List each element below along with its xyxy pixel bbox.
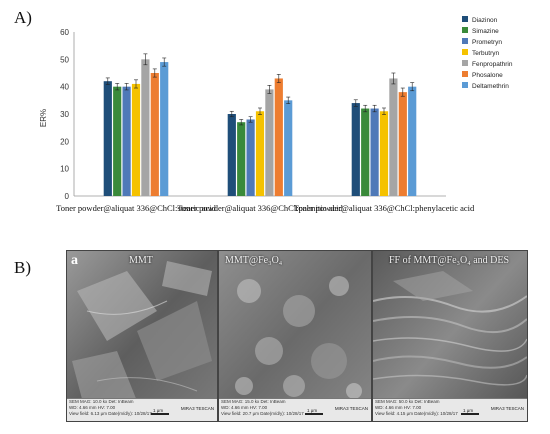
sem-title-mmt-fe3o4: MMT@Fe₃O₄	[225, 255, 283, 266]
sem-info-bar: SEM MAG: 50.0 kx Det: InBeam WD: 4.66 mm…	[373, 398, 527, 421]
sem-info-line: View field: 4.15 μm Date(m/d/y): 10/28/1…	[375, 411, 458, 416]
sem-image-mmt-fe3o4: MMT@Fe₃O₄ SEM MAG: 15.0 kx Det: InBeam W…	[218, 250, 372, 422]
scale-bar	[151, 413, 169, 415]
sem-info-bar: SEM MAG: 15.0 kx Det: InBeam WD: 4.66 mm…	[219, 398, 371, 421]
x-category-label: Toner powder@aliquat 336@ChCl:phenylacet…	[294, 203, 475, 213]
y-tick-label: 40	[60, 83, 69, 92]
y-tick-label: 60	[60, 28, 69, 37]
scale-label: 1 μm	[463, 408, 474, 413]
legend-label: Terbutryn	[472, 50, 499, 57]
x-category-label: Toner powder@aliquat 336@ChCl:stearic ac…	[56, 203, 217, 213]
legend-label: Phosalone	[472, 72, 503, 79]
legend-label: Prometryn	[472, 39, 502, 46]
legend-swatch	[462, 27, 468, 33]
panel-b-label: B)	[14, 258, 31, 277]
legend-swatch	[462, 60, 468, 66]
legend-swatch	[462, 71, 468, 77]
bar	[389, 78, 398, 196]
sem-texture-2	[219, 251, 371, 421]
bar	[237, 122, 246, 196]
bar	[284, 100, 293, 196]
legend-swatch	[462, 38, 468, 44]
bar	[265, 89, 274, 196]
bar	[103, 81, 112, 196]
x-category-label: Toner powder@aliquat 336@ChCl:palmitic a…	[177, 203, 343, 213]
bar	[141, 59, 150, 197]
sem-info-line: SEM MAG: 50.0 kx Det: InBeam	[375, 399, 440, 404]
sem-image-mmt: a MMT SEM MAG: 10.0 kx Det: InBeam WD: 4…	[66, 250, 218, 422]
sem-info-line: WD: 4.66 mm HV: 7.00	[69, 405, 116, 410]
bar	[246, 119, 255, 196]
sem-info-line: View field: 6.13 μm Date(m/d/y): 10/28/1…	[69, 411, 152, 416]
sem-info-bar: SEM MAG: 10.0 kx Det: InBeam WD: 4.66 mm…	[67, 398, 217, 421]
legend: Diazinon Simazine Prometryn Terbutryn Fenpro…	[462, 16, 513, 90]
bar	[160, 62, 169, 196]
bar	[398, 92, 407, 196]
instrument-logo: MIRA3 TESCAN	[334, 406, 368, 411]
sem-title-ff: FF of MMT@Fe₃O₄ and DES	[389, 255, 510, 266]
instrument-logo: MIRA3 TESCAN	[180, 406, 214, 411]
sem-info-line: View field: 20.7 μm Date(m/d/y): 10/28/1…	[221, 411, 304, 416]
bar	[150, 73, 159, 196]
y-axis-label: ER%	[39, 109, 48, 127]
legend-label: Simazine	[472, 28, 499, 35]
sem-info-line: WD: 4.66 mm HV: 7.00	[375, 405, 422, 410]
instrument-logo: MIRA3 TESCAN	[490, 406, 524, 411]
scale-label: 1 μm	[153, 408, 164, 413]
y-tick-label: 20	[60, 137, 69, 146]
bar	[255, 111, 265, 196]
sem-image-ff: FF of MMT@Fe₃O₄ and DES SEM MAG: 50.0 kx…	[372, 250, 528, 422]
sem-texture-1	[67, 251, 217, 421]
legend-swatch	[462, 82, 468, 88]
bar	[408, 86, 417, 196]
bar	[351, 103, 360, 196]
bar	[361, 108, 370, 196]
sem-info-line: SEM MAG: 10.0 kx Det: InBeam	[69, 399, 134, 404]
sem-info-line: WD: 4.66 mm HV: 7.00	[221, 405, 268, 410]
bar	[122, 86, 131, 196]
legend-swatch	[462, 16, 468, 22]
y-tick-label: 30	[60, 110, 69, 119]
sem-title-mmt: MMT	[129, 255, 153, 266]
bar	[131, 83, 141, 196]
bar	[113, 86, 122, 196]
scale-label: 1 μm	[307, 408, 318, 413]
scale-bar	[461, 413, 479, 415]
sem-letter: a	[71, 253, 78, 268]
bar	[370, 108, 379, 196]
bar	[379, 111, 389, 196]
panel-a-label: A)	[14, 8, 32, 27]
sem-texture-3	[373, 251, 527, 421]
bar	[274, 78, 283, 196]
bar-chart: ER% 0 10 20 30 40 50 60 Toner powder@aliquat 33…	[39, 16, 513, 213]
y-tick-label: 10	[60, 165, 69, 174]
y-tick-label: 50	[60, 55, 69, 64]
sem-info-line: SEM MAG: 15.0 kx Det: InBeam	[221, 399, 286, 404]
bars-group	[103, 53, 417, 197]
y-tick-label: 0	[65, 192, 70, 201]
legend-label: Diazinon	[472, 17, 498, 24]
bar	[227, 114, 236, 196]
legend-label: Fenpropathrin	[472, 61, 513, 68]
legend-label: Deltamethrin	[472, 83, 509, 90]
legend-swatch	[462, 49, 468, 55]
scale-bar	[305, 413, 323, 415]
